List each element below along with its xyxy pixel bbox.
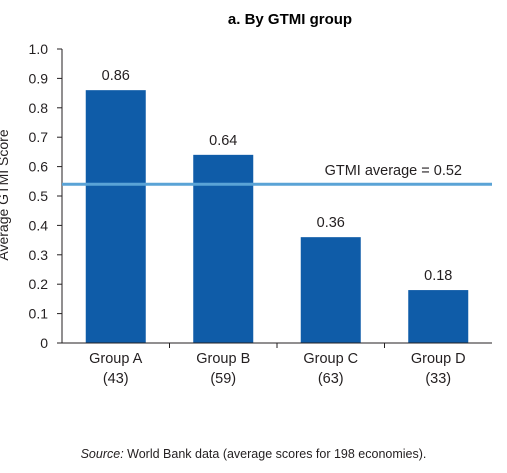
reference-line-group: GTMI average = 0.52 [62,163,492,186]
x-category-count: (63) [318,371,344,387]
y-tick-label: 0.4 [29,217,49,233]
y-tick-label: 0 [40,335,48,351]
bars-group: 0.86 0.64 0.36 0.18 [85,68,469,343]
x-axis: Group A (43) Group B (59) Group C (63) Group D… [62,342,492,387]
source-text: World Bank data (average scores for 198 … [123,447,427,461]
bar-value-label: 0.18 [424,268,452,284]
x-category-count: (59) [210,371,236,387]
y-tick-label: 0.7 [29,129,49,145]
y-axis-label: Average GTMI Score [0,129,11,260]
x-category-label: Group A [89,351,143,367]
bar-value-label: 0.36 [317,215,345,231]
average-line-label: GTMI average = 0.52 [325,163,462,179]
y-tick-label: 0.9 [29,70,49,86]
y-axis: 0 0.1 0.2 0.3 0.4 0.5 0.6 0.7 0.8 0.9 1.0 [29,41,63,351]
bar [85,90,146,343]
y-tick-label: 1.0 [29,41,49,57]
x-category-count: (43) [103,371,129,387]
y-tick-label: 0.2 [29,276,49,292]
y-tick-label: 0.3 [29,247,49,263]
y-tick-label: 0.8 [29,100,49,116]
x-category-label: Group D [411,351,466,367]
chart-title: a. By GTMI group [228,11,352,28]
bar [193,154,254,343]
y-tick-label: 0.1 [29,306,49,322]
x-category-label: Group C [303,351,358,367]
bar-value-label: 0.64 [209,133,237,149]
bar-value-label: 0.86 [102,68,130,84]
source-prefix: Source: [80,447,124,461]
x-category-count: (33) [425,371,451,387]
x-category-label: Group B [196,351,250,367]
bar [300,237,361,343]
y-tick-label: 0.6 [29,159,49,175]
bar [408,290,469,343]
y-tick-label: 0.5 [29,188,49,204]
bar-chart: a. By GTMI group Average GTMI Score 0 0.1… [0,11,492,387]
source-note: Source: World Bank data (average scores … [0,447,507,461]
